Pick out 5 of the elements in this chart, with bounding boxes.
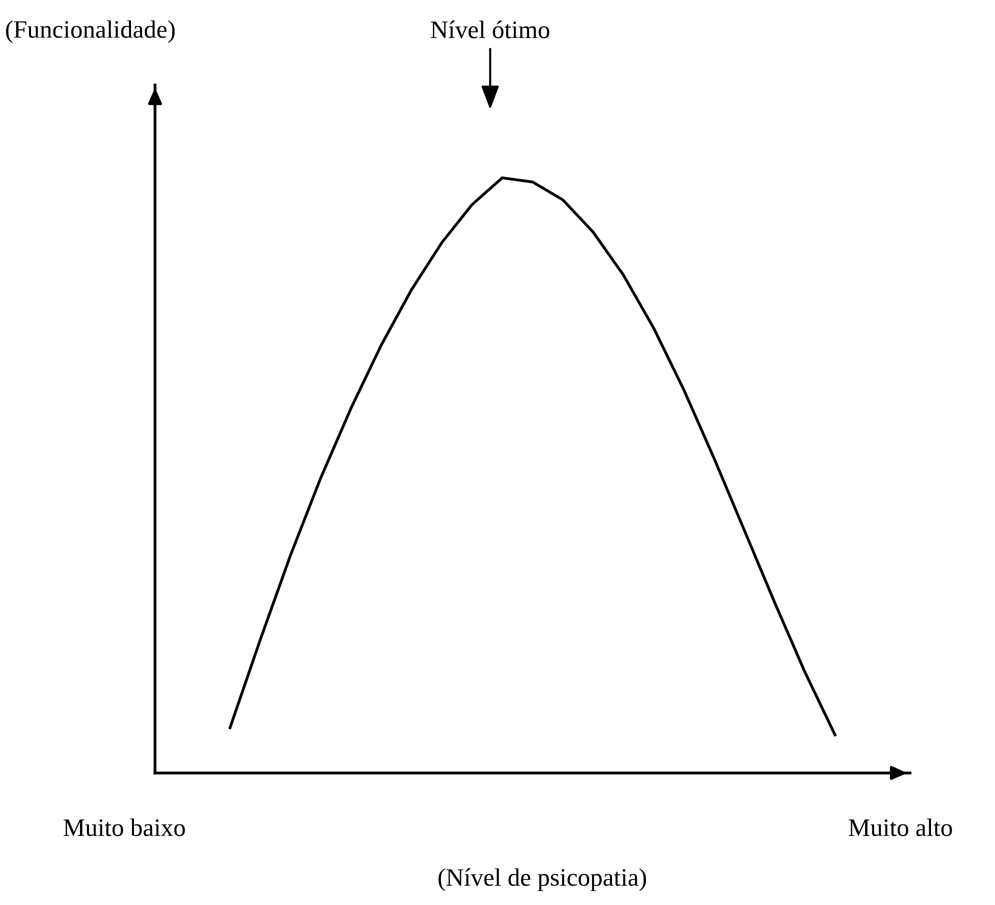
x-axis-title: (Nível de psicopatia)	[438, 868, 646, 892]
text: Nível ótimo	[430, 20, 550, 38]
text: Muito baixo	[64, 818, 185, 836]
text: Muito alto	[848, 818, 952, 836]
text: (Funcionalidade)	[6, 20, 175, 44]
